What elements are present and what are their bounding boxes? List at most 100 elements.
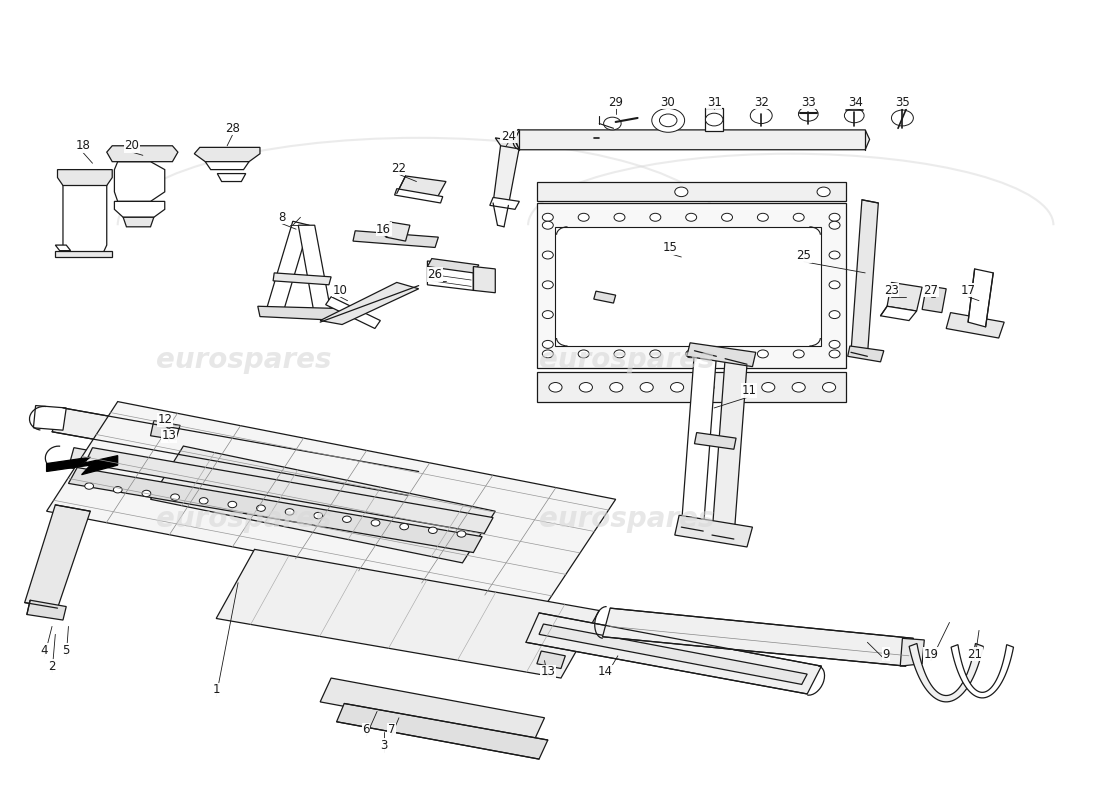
Polygon shape xyxy=(537,203,846,368)
Circle shape xyxy=(549,382,562,392)
Circle shape xyxy=(542,281,553,289)
Polygon shape xyxy=(495,138,519,149)
Polygon shape xyxy=(57,170,112,186)
Polygon shape xyxy=(674,515,752,547)
Circle shape xyxy=(793,214,804,222)
Text: 14: 14 xyxy=(597,666,613,678)
Text: 13: 13 xyxy=(540,666,556,678)
Polygon shape xyxy=(55,245,70,250)
Polygon shape xyxy=(46,402,616,606)
Text: eurospares: eurospares xyxy=(539,346,714,374)
Polygon shape xyxy=(68,448,419,531)
Circle shape xyxy=(732,382,745,392)
Polygon shape xyxy=(114,202,165,218)
Circle shape xyxy=(542,251,553,259)
Text: 4: 4 xyxy=(41,644,48,657)
Polygon shape xyxy=(326,297,381,329)
Polygon shape xyxy=(386,222,410,241)
Text: 2: 2 xyxy=(48,660,56,673)
Circle shape xyxy=(614,350,625,358)
Circle shape xyxy=(399,523,408,530)
Polygon shape xyxy=(206,162,249,170)
Circle shape xyxy=(580,382,593,392)
Text: 6: 6 xyxy=(362,723,370,736)
Circle shape xyxy=(542,350,553,358)
Polygon shape xyxy=(52,408,419,495)
Circle shape xyxy=(845,109,865,122)
Circle shape xyxy=(199,498,208,504)
Text: 28: 28 xyxy=(226,122,240,134)
Text: 19: 19 xyxy=(923,648,938,661)
Polygon shape xyxy=(218,174,245,182)
Circle shape xyxy=(113,486,122,493)
Circle shape xyxy=(640,382,653,392)
Polygon shape xyxy=(681,350,716,531)
Circle shape xyxy=(256,505,265,511)
Text: 20: 20 xyxy=(124,139,140,152)
Polygon shape xyxy=(320,678,544,742)
Circle shape xyxy=(685,214,696,222)
Polygon shape xyxy=(922,286,946,313)
Circle shape xyxy=(542,310,553,318)
Text: 32: 32 xyxy=(754,95,769,109)
Polygon shape xyxy=(428,258,478,273)
Polygon shape xyxy=(353,230,439,247)
Polygon shape xyxy=(298,226,331,317)
Polygon shape xyxy=(556,227,822,346)
Polygon shape xyxy=(123,218,154,227)
Circle shape xyxy=(705,114,723,126)
Text: eurospares: eurospares xyxy=(539,505,714,533)
Text: 8: 8 xyxy=(278,210,286,224)
Circle shape xyxy=(579,214,590,222)
Text: 26: 26 xyxy=(428,268,442,281)
Polygon shape xyxy=(26,600,66,620)
Polygon shape xyxy=(515,130,870,150)
Text: 34: 34 xyxy=(848,95,862,109)
Circle shape xyxy=(701,382,714,392)
Polygon shape xyxy=(900,638,924,666)
Text: 24: 24 xyxy=(500,130,516,142)
Polygon shape xyxy=(320,282,419,325)
Circle shape xyxy=(671,382,683,392)
Text: 23: 23 xyxy=(884,284,899,297)
Circle shape xyxy=(722,214,733,222)
Circle shape xyxy=(428,527,437,534)
Text: 16: 16 xyxy=(376,222,392,236)
Polygon shape xyxy=(395,189,442,203)
Text: 31: 31 xyxy=(706,95,722,109)
Circle shape xyxy=(891,110,913,126)
Polygon shape xyxy=(337,703,548,759)
Circle shape xyxy=(142,490,151,497)
Polygon shape xyxy=(880,306,916,321)
Circle shape xyxy=(170,494,179,500)
Polygon shape xyxy=(85,448,493,534)
Text: 18: 18 xyxy=(75,139,90,152)
Polygon shape xyxy=(397,176,446,202)
Polygon shape xyxy=(526,613,822,694)
Polygon shape xyxy=(151,421,180,440)
Text: 10: 10 xyxy=(332,284,348,297)
Polygon shape xyxy=(539,624,807,685)
Text: 5: 5 xyxy=(63,644,70,657)
Polygon shape xyxy=(493,144,519,206)
Polygon shape xyxy=(107,146,178,162)
Text: 15: 15 xyxy=(663,241,678,254)
Polygon shape xyxy=(848,346,883,362)
Circle shape xyxy=(314,512,322,518)
Text: 1: 1 xyxy=(212,683,220,697)
Polygon shape xyxy=(114,162,165,202)
Circle shape xyxy=(652,109,684,132)
Text: eurospares: eurospares xyxy=(156,505,331,533)
Polygon shape xyxy=(195,147,260,162)
Circle shape xyxy=(604,117,622,130)
Polygon shape xyxy=(145,418,184,435)
Polygon shape xyxy=(428,261,473,290)
Polygon shape xyxy=(24,505,90,608)
Polygon shape xyxy=(273,273,331,285)
Polygon shape xyxy=(537,651,565,669)
Polygon shape xyxy=(55,250,112,257)
Circle shape xyxy=(579,350,590,358)
Polygon shape xyxy=(265,222,309,317)
Text: 27: 27 xyxy=(923,284,938,297)
Polygon shape xyxy=(887,282,922,311)
